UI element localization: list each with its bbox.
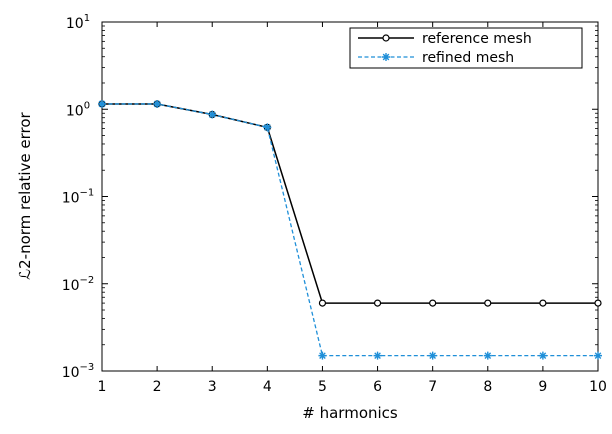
data-point [208,110,217,119]
data-point [484,299,492,307]
data-point [318,351,327,360]
x-tick-label: 2 [153,379,162,395]
y-tick-exponent: 1 [84,13,90,24]
y-tick-base: 10 [62,365,80,381]
x-tick-label: 5 [318,379,327,395]
series-line [102,103,598,357]
plot-frame [101,21,599,372]
legend-entry: reference mesh [358,31,532,47]
x-tick-label: 8 [483,379,492,395]
x-tick-label: 7 [428,379,437,395]
y-tick-base: 10 [62,191,80,207]
legend-entries: reference mesh refined mesh [358,31,532,66]
y-tick-exponent: −3 [80,362,95,373]
data-point [373,299,382,307]
x-tick-label: 10 [589,379,607,395]
y-tick-label: 100 [66,100,90,119]
data-point [428,351,437,360]
legend-box [349,27,583,69]
legend-label: reference mesh [422,31,532,47]
data-point [594,351,602,360]
x-tick-labels: 1 2 3 4 5 6 7 8 9 10 [98,379,607,395]
data-point [153,99,162,108]
data-point [483,351,492,360]
series-refined-mesh [98,99,602,360]
data-point [538,351,547,360]
ticks [101,21,599,372]
y-axis-label: ℒ2-norm relative error [16,111,34,279]
y-tick-exponent: 0 [84,100,90,111]
legend-label: refined mesh [422,50,514,66]
data-point [373,351,382,360]
y-tick-base: 10 [62,278,80,294]
y-tick-label: 10−3 [62,362,95,381]
legend-entry: refined mesh [358,50,514,66]
x-tick-label: 9 [538,379,547,395]
legend-marker [382,34,390,42]
legend-marker [382,53,390,61]
y-tick-label: 10−2 [62,275,95,294]
x-tick-label: 3 [208,379,217,395]
x-tick-label: 6 [373,379,382,395]
y-tick-label: 10−1 [62,188,95,207]
data-point [263,123,272,132]
data-point [98,99,106,108]
y-tick-base: 10 [66,103,84,119]
y-tick-exponent: −2 [80,275,95,286]
y-tick-exponent: −1 [80,188,95,199]
y-tick-base: 10 [66,16,84,32]
data-point [539,299,547,307]
legend: reference mesh refined mesh [349,27,583,69]
series-line [102,103,598,304]
series-layer [98,99,602,360]
data-point [318,299,327,307]
series-reference-mesh [98,100,602,307]
x-axis-label: # harmonics [302,404,398,422]
x-tick-label: 4 [263,379,272,395]
data-point [429,299,437,307]
y-tick-label: 101 [66,13,90,32]
data-point [594,299,602,307]
x-tick-label: 1 [98,379,107,395]
